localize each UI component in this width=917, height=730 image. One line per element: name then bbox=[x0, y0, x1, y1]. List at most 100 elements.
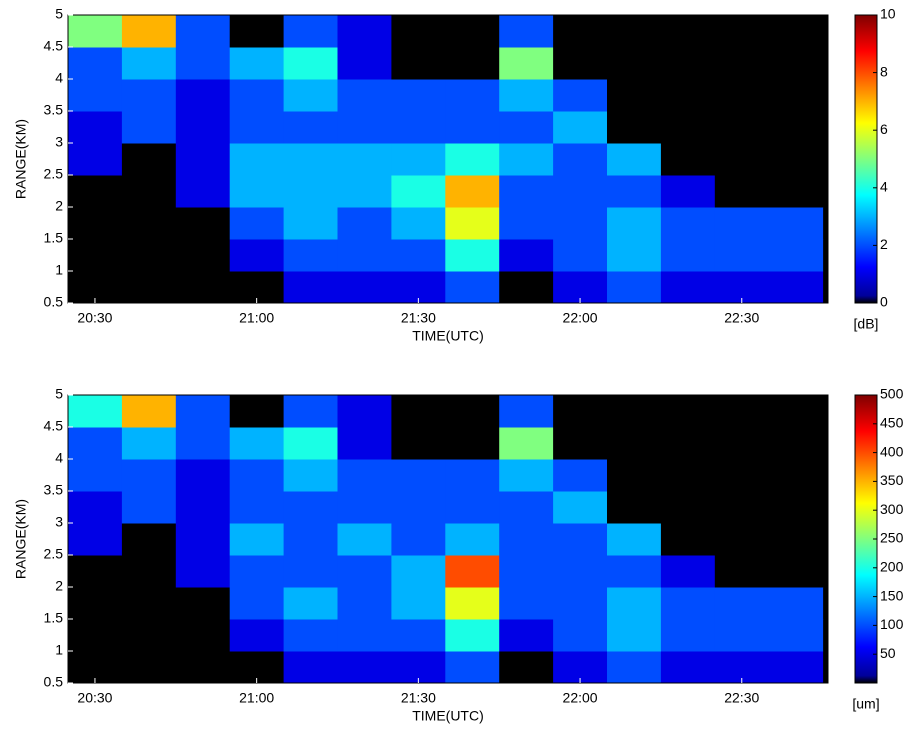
heat-cell bbox=[175, 523, 231, 556]
heat-cell bbox=[768, 47, 824, 80]
heat-cell bbox=[337, 395, 392, 428]
plot-frame bbox=[67, 394, 829, 684]
heat-cell bbox=[714, 491, 770, 524]
heat-cell bbox=[283, 395, 339, 428]
heat-cell bbox=[337, 523, 392, 556]
x-tick-label: 22:00 bbox=[563, 310, 598, 326]
heat-cell bbox=[714, 587, 770, 620]
heat-cell bbox=[391, 79, 446, 112]
heat-cell bbox=[391, 427, 446, 460]
heat-cell bbox=[229, 555, 285, 588]
heat-cell bbox=[499, 239, 554, 272]
heat-cell bbox=[714, 555, 770, 588]
heat-cell bbox=[283, 459, 339, 492]
heat-cell bbox=[121, 459, 177, 492]
heat-cell bbox=[714, 143, 770, 176]
heat-cell bbox=[553, 143, 608, 176]
heat-cell bbox=[768, 555, 824, 588]
heat-cell bbox=[553, 619, 608, 652]
heat-cell bbox=[768, 523, 824, 556]
colorbar-tick-label: 450 bbox=[880, 415, 904, 431]
y-axis-title: RANGE(KM) bbox=[13, 499, 29, 579]
colorbar-label: [dB] bbox=[854, 316, 879, 332]
heat-cell bbox=[445, 47, 500, 80]
heat-cell bbox=[283, 491, 339, 524]
heat-cell bbox=[553, 79, 608, 112]
heat-cell bbox=[768, 271, 824, 304]
heat-cell bbox=[445, 619, 500, 652]
colorbar-tick-label: 150 bbox=[880, 587, 904, 603]
heat-cell bbox=[714, 15, 770, 48]
heat-cell bbox=[175, 459, 231, 492]
heat-cell bbox=[175, 619, 231, 652]
heat-cell bbox=[283, 143, 339, 176]
heat-cell bbox=[768, 459, 824, 492]
heat-cell bbox=[337, 619, 392, 652]
heat-cell bbox=[175, 271, 231, 304]
heat-cell bbox=[391, 111, 446, 144]
heat-cell bbox=[768, 587, 824, 620]
heat-cell bbox=[391, 587, 446, 620]
heat-cell bbox=[660, 555, 716, 588]
heat-cell bbox=[391, 207, 446, 240]
heat-cell bbox=[391, 239, 446, 272]
heat-cell bbox=[121, 555, 177, 588]
heat-cell bbox=[445, 587, 500, 620]
colorbar-tick-label: 250 bbox=[880, 530, 904, 546]
heat-cell bbox=[229, 47, 285, 80]
heat-cell bbox=[121, 79, 177, 112]
heat-cell bbox=[607, 523, 662, 556]
colorbar-tick-label: 300 bbox=[880, 501, 904, 517]
heat-cell bbox=[337, 491, 392, 524]
heat-cell bbox=[121, 587, 177, 620]
heat-cell bbox=[283, 79, 339, 112]
heat-cell bbox=[337, 47, 392, 80]
heat-cell bbox=[175, 207, 231, 240]
x-tick-label: 22:00 bbox=[563, 690, 598, 706]
heat-cell bbox=[283, 427, 339, 460]
heat-cell bbox=[660, 459, 716, 492]
heat-cell bbox=[68, 239, 123, 272]
heat-cell bbox=[499, 271, 554, 304]
heat-cell bbox=[283, 111, 339, 144]
heat-cell bbox=[283, 15, 339, 48]
heat-cell bbox=[553, 239, 608, 272]
y-tick-label: 3.5 bbox=[44, 102, 64, 118]
heat-cell bbox=[391, 47, 446, 80]
heat-cell bbox=[337, 15, 392, 48]
heat-cell bbox=[768, 619, 824, 652]
heat-cell bbox=[768, 143, 824, 176]
heat-cell bbox=[229, 111, 285, 144]
colorbar-tick-label: 50 bbox=[880, 645, 896, 661]
y-tick-label: 0.5 bbox=[44, 294, 64, 310]
heat-cell bbox=[553, 175, 608, 208]
heat-cell bbox=[175, 491, 231, 524]
colorbar-tick-label: 350 bbox=[880, 472, 904, 488]
heat-cell bbox=[337, 427, 392, 460]
y-tick-label: 1.5 bbox=[44, 610, 64, 626]
heat-cell bbox=[391, 143, 446, 176]
heat-cell bbox=[337, 207, 392, 240]
heat-cell bbox=[229, 491, 285, 524]
heat-cell bbox=[607, 15, 662, 48]
y-tick-label: 4 bbox=[55, 450, 63, 466]
heat-cell bbox=[121, 175, 177, 208]
plot-frame bbox=[67, 14, 829, 304]
heat-cell bbox=[337, 79, 392, 112]
heat-cell bbox=[768, 79, 824, 112]
x-tick-label: 20:30 bbox=[77, 690, 112, 706]
heat-cell bbox=[499, 555, 554, 588]
heat-cell bbox=[660, 651, 716, 684]
y-axis-title: RANGE(KM) bbox=[13, 119, 29, 199]
heat-cell bbox=[68, 207, 123, 240]
colorbar-tick-label: 10 bbox=[880, 6, 896, 22]
heat-cell bbox=[499, 619, 554, 652]
heat-cell bbox=[714, 619, 770, 652]
heat-cell bbox=[229, 79, 285, 112]
heat-cell bbox=[68, 523, 123, 556]
heat-cell bbox=[391, 395, 446, 428]
heat-cell bbox=[175, 15, 231, 48]
heat-cell bbox=[121, 651, 177, 684]
heat-cell bbox=[445, 271, 500, 304]
